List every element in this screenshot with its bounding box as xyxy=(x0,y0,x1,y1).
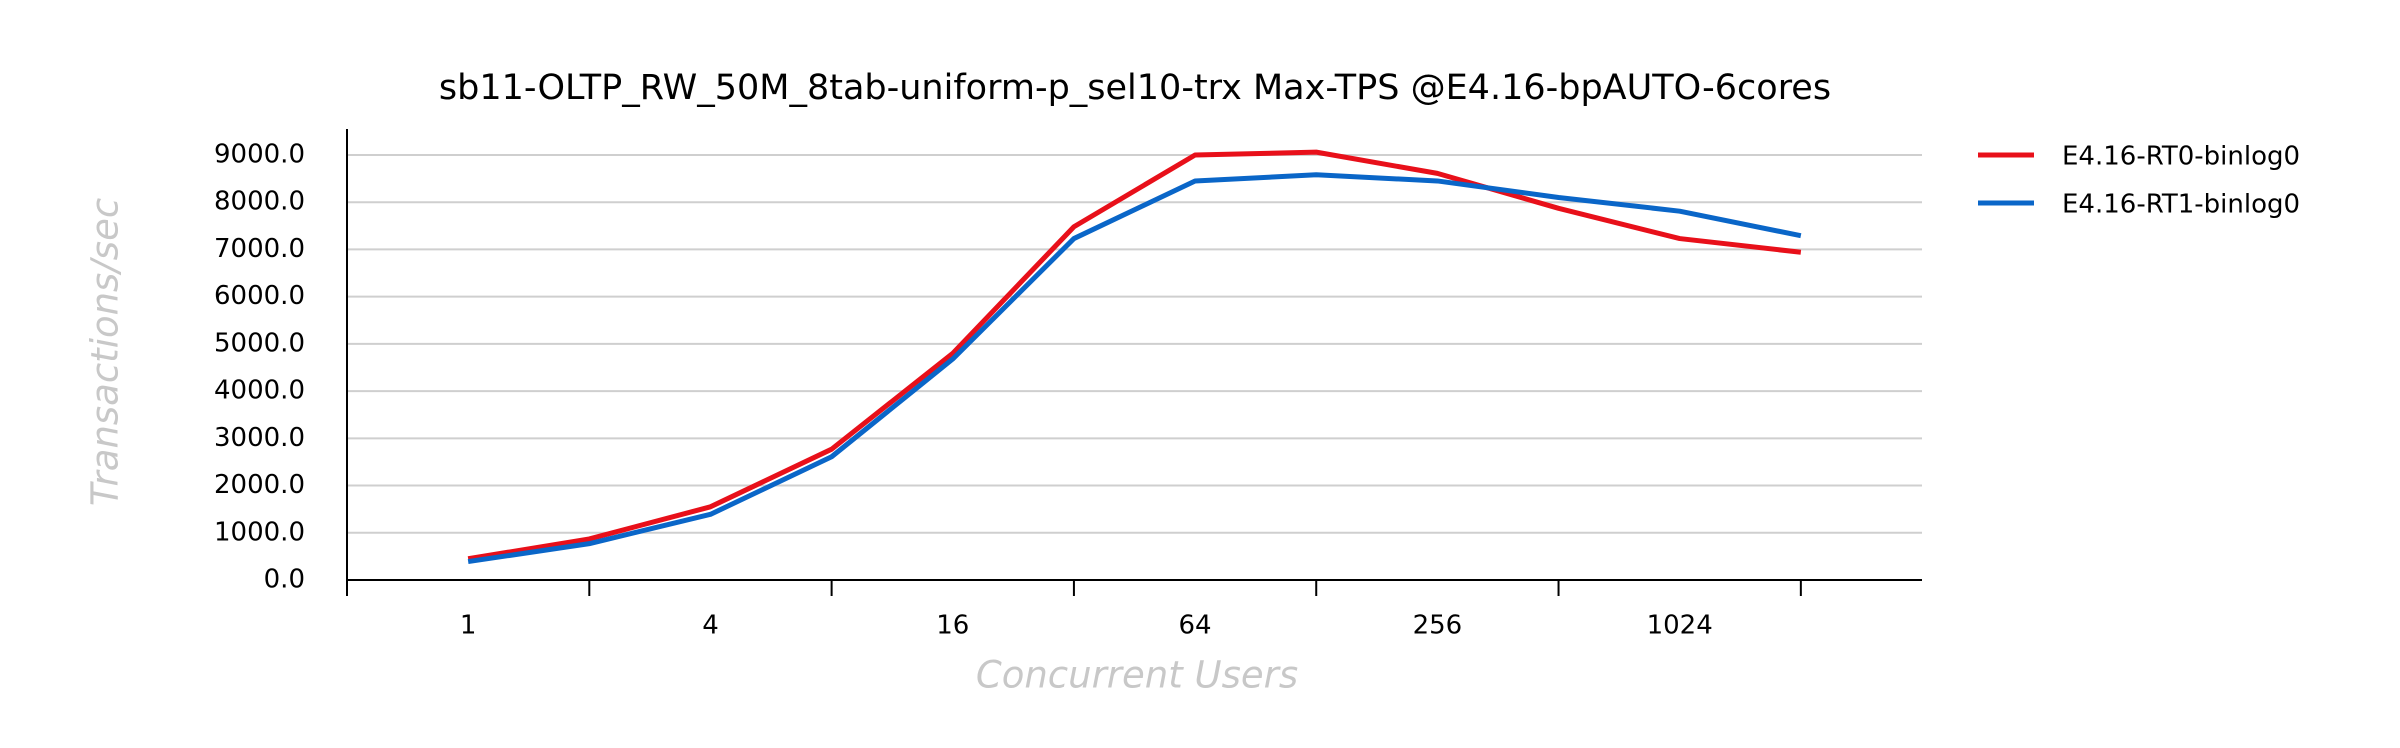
series-line xyxy=(467,149,1802,562)
x-tick-label: 1 xyxy=(460,611,477,641)
x-axis-title: Concurrent Users xyxy=(976,654,1298,697)
y-tick-label: 1000.0 xyxy=(214,517,305,547)
chart-title: sb11-OLTP_RW_50M_8tab-uniform-p_sel10-tr… xyxy=(439,68,1831,108)
y-axis-title: Transactions/sec xyxy=(84,198,127,506)
y-tick-label: 7000.0 xyxy=(214,234,305,264)
legend-label: E4.16-RT0-binlog0 xyxy=(2062,142,2300,172)
series-line xyxy=(467,172,1802,565)
y-tick-label: 6000.0 xyxy=(214,281,305,311)
y-tick-label: 0.0 xyxy=(264,565,305,595)
x-tick-label: 16 xyxy=(936,611,969,641)
y-tick-label: 5000.0 xyxy=(214,328,305,358)
y-tick-label: 2000.0 xyxy=(214,470,305,500)
y-tick-label: 3000.0 xyxy=(214,423,305,453)
y-tick-label: 8000.0 xyxy=(214,187,305,217)
legend-label: E4.16-RT1-binlog0 xyxy=(2062,190,2300,220)
x-tick-label: 64 xyxy=(1179,611,1212,641)
x-tick-label: 256 xyxy=(1413,611,1463,641)
y-tick-label: 9000.0 xyxy=(214,139,305,169)
y-tick-label: 4000.0 xyxy=(214,376,305,406)
x-tick-label: 1024 xyxy=(1647,611,1713,641)
x-tick-label: 4 xyxy=(702,611,719,641)
